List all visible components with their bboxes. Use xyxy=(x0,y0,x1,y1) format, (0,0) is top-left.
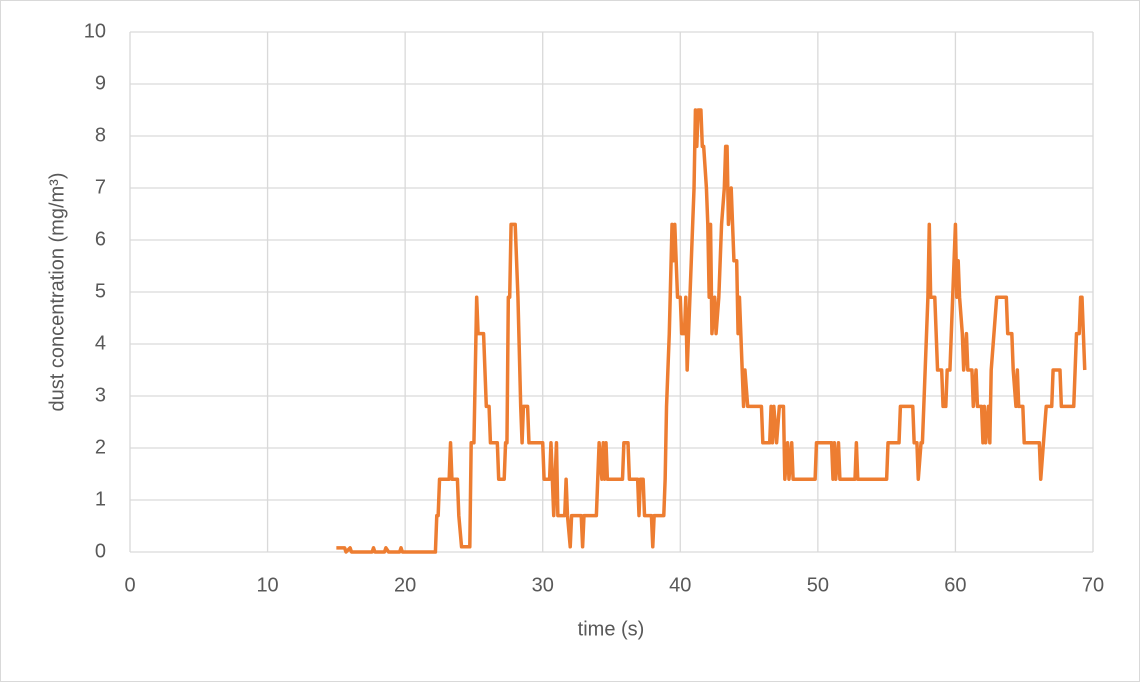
x-tick-label: 70 xyxy=(1082,574,1104,596)
y-tick-label: 6 xyxy=(95,228,106,250)
y-tick-label: 10 xyxy=(84,20,106,42)
y-axis-label: dust concentration (mg/m³) xyxy=(46,173,68,412)
y-tick-label: 9 xyxy=(95,72,106,94)
y-tick-label: 5 xyxy=(95,280,106,302)
x-tick-label: 50 xyxy=(807,574,829,596)
y-tick-label: 3 xyxy=(95,384,106,406)
x-tick-label: 30 xyxy=(532,574,554,596)
y-tick-label: 2 xyxy=(95,436,106,458)
x-tick-label: 20 xyxy=(394,574,416,596)
x-axis-label: time (s) xyxy=(578,618,645,640)
x-tick-label: 40 xyxy=(669,574,691,596)
y-tick-label: 0 xyxy=(95,540,106,562)
y-tick-label: 8 xyxy=(95,124,106,146)
x-tick-label: 0 xyxy=(124,574,135,596)
y-tick-label: 1 xyxy=(95,488,106,510)
y-tick-label: 7 xyxy=(95,176,106,198)
x-tick-label: 60 xyxy=(944,574,966,596)
x-tick-label: 10 xyxy=(256,574,278,596)
y-tick-label: 4 xyxy=(95,332,106,354)
data-line xyxy=(336,108,1087,554)
